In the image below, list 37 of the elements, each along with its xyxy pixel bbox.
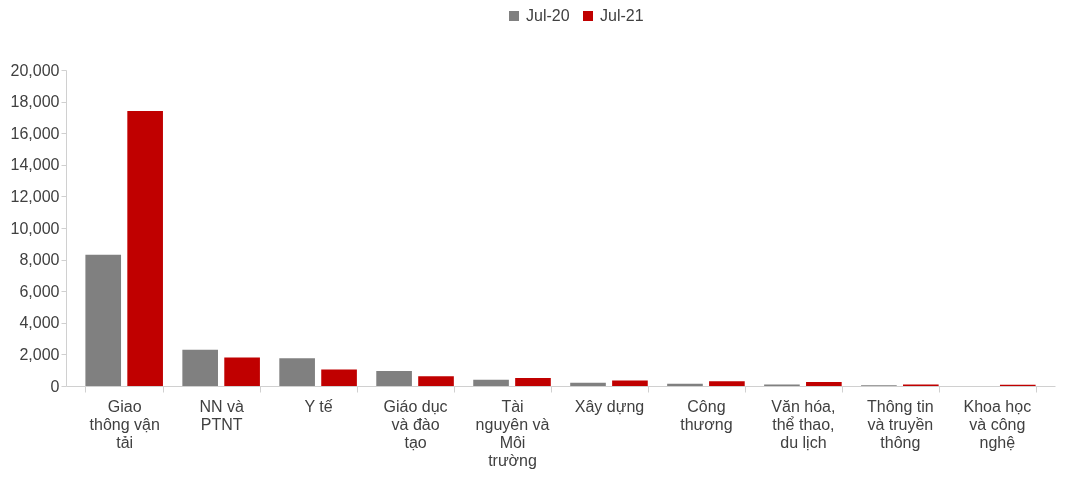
y-tick-label: 16,000 bbox=[10, 124, 60, 142]
x-tick-label: Xây dựng bbox=[574, 397, 645, 415]
y-tick-label: 14,000 bbox=[10, 156, 60, 174]
bar bbox=[321, 369, 357, 386]
y-tick-label: 10,000 bbox=[10, 219, 60, 237]
bar bbox=[806, 382, 842, 386]
x-tick-label: Công thương bbox=[680, 397, 733, 433]
bar bbox=[570, 382, 606, 386]
y-tick-label: 8,000 bbox=[19, 251, 60, 269]
x-tick-label: Giáo dục và đào tạo bbox=[383, 397, 448, 451]
y-tick-label: 4,000 bbox=[19, 314, 60, 332]
y-tick-label: 12,000 bbox=[10, 187, 60, 205]
x-tick-label: Y tế bbox=[304, 397, 333, 415]
legend-label: Jul-21 bbox=[600, 7, 644, 24]
bar bbox=[418, 376, 454, 386]
bar bbox=[182, 349, 218, 386]
x-tick-label: Khoa học và công nghệ bbox=[963, 397, 1032, 451]
legend-label: Jul-20 bbox=[526, 7, 570, 24]
bar bbox=[473, 379, 509, 386]
bar bbox=[376, 370, 412, 386]
y-tick-label: 6,000 bbox=[19, 282, 60, 300]
y-tick-label: 0 bbox=[50, 377, 60, 395]
bar bbox=[612, 380, 648, 386]
bar bbox=[279, 358, 315, 386]
x-tick-label: Giao thông vận tải bbox=[89, 397, 160, 451]
x-tick-label: Tài nguyên và Môi trường bbox=[475, 397, 550, 469]
x-tick-label: NN và PTNT bbox=[199, 397, 244, 433]
y-tick-label: 2,000 bbox=[19, 345, 60, 363]
bar bbox=[709, 381, 745, 386]
bar bbox=[127, 111, 163, 386]
x-tick-label: Văn hóa, thể thao, du lịch bbox=[771, 397, 836, 451]
y-tick-label: 20,000 bbox=[10, 61, 60, 79]
x-tick-label: Thông tin và truyền thông bbox=[867, 397, 934, 451]
bar bbox=[224, 357, 260, 386]
bar bbox=[515, 378, 551, 386]
y-tick-label: 18,000 bbox=[10, 93, 60, 111]
bar bbox=[85, 254, 122, 386]
